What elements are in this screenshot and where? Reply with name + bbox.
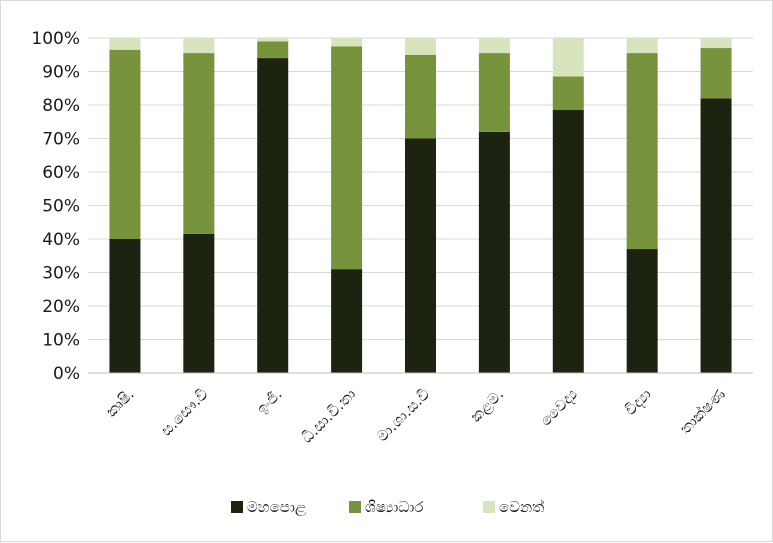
y-tick-label: 30%: [42, 264, 80, 284]
legend-swatch: [483, 501, 495, 513]
x-category-label: කෘෂි.: [102, 385, 137, 420]
x-category-label: තාක්ෂණ: [676, 385, 729, 438]
bar-segment: [183, 53, 215, 234]
bar-segment: [700, 98, 732, 374]
y-tick-label: 0%: [53, 364, 80, 384]
bar-segment: [183, 38, 215, 54]
bar-segment: [552, 110, 584, 374]
y-tick-label: 50%: [42, 197, 80, 217]
bar-segment: [331, 38, 363, 47]
x-category-label: ඉංජි.: [253, 385, 286, 418]
y-tick-label: 40%: [42, 230, 80, 250]
y-tick-label: 20%: [42, 297, 80, 317]
bar-segment: [257, 58, 289, 373]
bar-segment: [626, 249, 658, 373]
x-category-label: වෛද්‍ය: [537, 385, 581, 429]
legend-label: වෙනත්: [499, 498, 544, 516]
x-category-label: කළම.: [467, 385, 507, 425]
bar-segment: [478, 131, 510, 373]
y-tick-label: 80%: [42, 96, 80, 116]
legend-swatch: [349, 501, 361, 513]
x-axis-category-labels: කෘෂි. ස.සෞ.වි ඉංජි. ධී.සා.වි.තා මා.ශා.ස.වි කළ…: [102, 385, 729, 447]
x-category-label: විද්‍යා: [621, 385, 655, 419]
bar-segment: [405, 138, 436, 373]
bar-segment: [478, 38, 510, 54]
x-category-label: ස.සෞ.වි: [157, 385, 212, 440]
bar-segment: [109, 49, 141, 239]
bar-segment: [552, 38, 584, 77]
bar-segment: [183, 233, 215, 373]
y-tick-label: 70%: [42, 130, 80, 150]
y-tick-label: 60%: [42, 163, 80, 183]
bar-segment: [626, 53, 658, 250]
bar-segment: [626, 38, 658, 54]
legend-swatch: [231, 501, 243, 513]
bar-segment: [257, 41, 289, 59]
y-tick-label: 10%: [42, 331, 80, 351]
legend-label: ශිෂ්‍යාධාර: [365, 498, 423, 516]
bar-segment: [405, 38, 436, 55]
y-tick-label: 90%: [42, 63, 80, 83]
bar-segment: [257, 38, 289, 42]
bar-segment: [109, 239, 141, 373]
bar-segment: [700, 48, 732, 99]
bar-segment: [331, 46, 363, 270]
legend-label: මහපොළ: [247, 498, 307, 516]
x-category-label: මා.ශා.ස.වි: [373, 385, 433, 445]
bar-segment: [405, 54, 436, 139]
bar-segment: [331, 269, 363, 373]
bar-segment: [552, 76, 584, 111]
y-tick-label: 100%: [31, 29, 80, 49]
bar-segment: [700, 38, 732, 49]
bar-segment: [478, 53, 510, 132]
legend: මහපොළ ශිෂ්‍යාධාර වෙනත්: [231, 498, 544, 516]
y-axis-ticks: 0% 10% 20% 30% 40% 50% 60% 70% 80% 90% 100%: [31, 29, 80, 384]
bar-segment: [109, 38, 141, 50]
bars: [109, 38, 732, 374]
x-category-label: ධී.සා.වි.තා: [298, 385, 360, 447]
